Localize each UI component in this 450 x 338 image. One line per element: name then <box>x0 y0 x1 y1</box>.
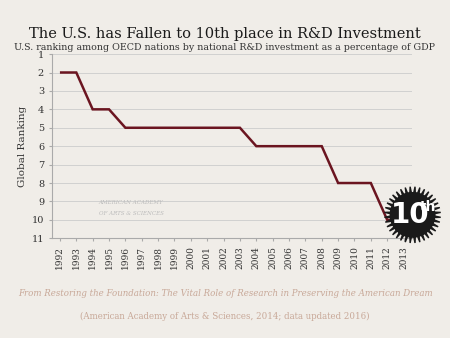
Text: U.S. ranking among OECD nations by national R&D investment as a percentage of GD: U.S. ranking among OECD nations by natio… <box>14 44 436 52</box>
Text: AMERICAN ACADEMY: AMERICAN ACADEMY <box>99 200 163 205</box>
Text: 10: 10 <box>391 201 429 229</box>
Polygon shape <box>384 187 441 243</box>
Y-axis label: Global Ranking: Global Ranking <box>18 105 27 187</box>
Text: th: th <box>420 200 437 214</box>
Text: From Restoring the Foundation: The Vital Role of Research in Preserving the Amer: From Restoring the Foundation: The Vital… <box>18 289 432 298</box>
Circle shape <box>391 193 435 237</box>
Text: (American Academy of Arts & Sciences, 2014; data updated 2016): (American Academy of Arts & Sciences, 20… <box>80 312 370 321</box>
Text: OF ARTS & SCIENCES: OF ARTS & SCIENCES <box>99 211 163 216</box>
Text: The U.S. has Fallen to 10th place in R&D Investment: The U.S. has Fallen to 10th place in R&D… <box>29 27 421 41</box>
